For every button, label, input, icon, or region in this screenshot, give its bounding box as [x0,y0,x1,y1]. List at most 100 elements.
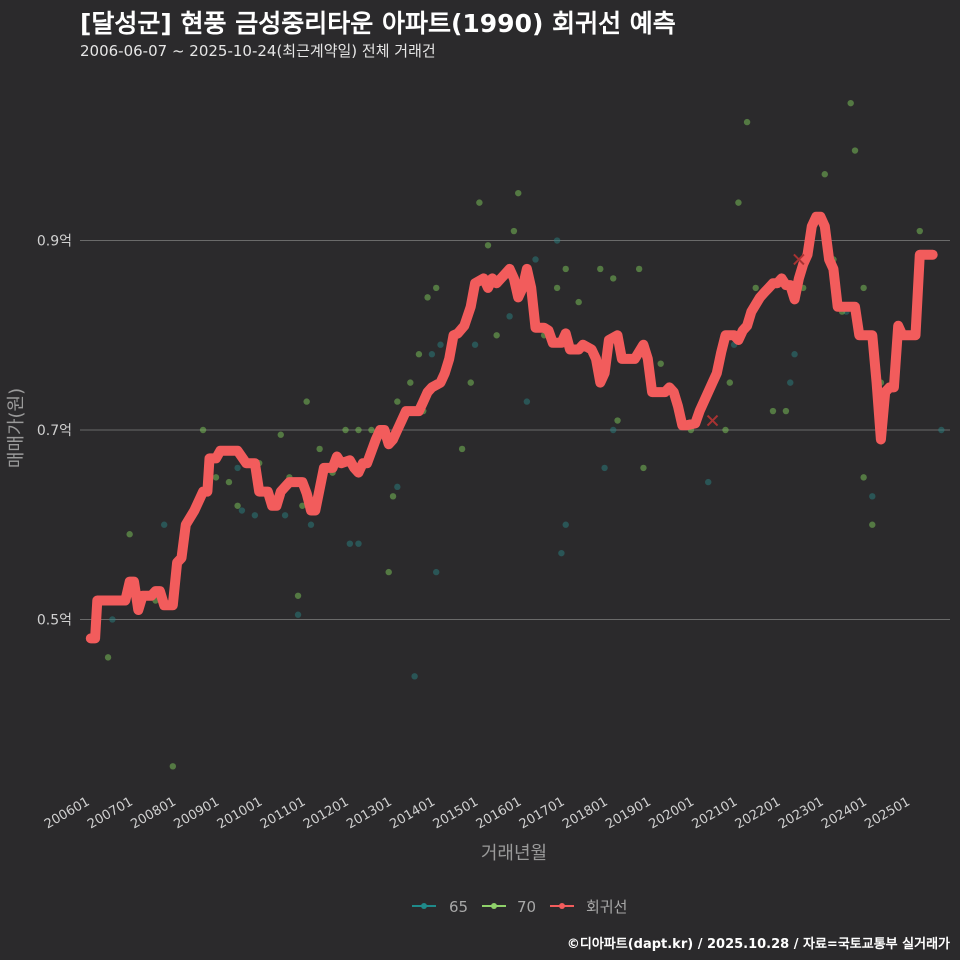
data-point-70 [851,147,859,154]
x-tick-labels: 2006012007012008012009012010012011012012… [42,794,913,832]
data-point-70 [212,474,220,481]
y-tick-label: 0.5억 [37,612,72,628]
data-point-70 [860,284,867,292]
x-tick-label: 200701 [85,794,135,832]
data-point-70 [657,360,664,367]
data-point-65 [238,507,246,514]
data-point-65 [787,379,794,386]
x-tick-label: 201201 [301,794,351,832]
data-point-65 [705,478,712,486]
data-point-70 [407,379,414,386]
x-tick-label: 201601 [474,794,524,832]
x-tick-label: 200601 [42,794,92,832]
regression-line [85,211,938,644]
data-point-70 [199,426,207,434]
data-point-65 [553,237,561,244]
y-tick-labels: 0.5억 0.7억 0.9억 [37,234,72,629]
x-tick-label: 202301 [776,794,826,832]
data-point-70 [355,426,362,434]
data-point-70 [860,474,867,481]
regression-line-path [85,211,938,644]
data-point-70 [769,407,777,415]
data-point-70 [752,284,759,292]
y-tick-label: 0.9억 [37,234,72,250]
chart-caption: ©디아파트(dapt.kr) / 2025.10.28 / 자료=국토교통부 실… [566,937,950,952]
data-point-70 [610,275,617,282]
data-point-70 [640,464,647,472]
x-tick-label: 200901 [172,794,222,832]
data-point-65 [411,673,418,680]
data-point-70 [722,426,729,434]
x-tick-label: 202401 [819,794,869,832]
outlier-markers [706,253,805,427]
data-point-65 [869,493,876,500]
data-point-70 [735,199,742,206]
data-point-65 [109,616,116,623]
x-tick-label: 202101 [690,794,740,832]
data-point-65 [294,611,302,618]
data-point-65 [251,512,259,519]
x-tick-label: 202001 [646,794,696,832]
x-tick-label: 201401 [387,794,437,832]
y-tick-label: 0.7억 [37,423,72,439]
x-tick-label: 201501 [431,794,481,832]
y-axis-label: 매매가(원) [6,388,27,468]
data-point-70 [342,426,349,434]
data-point-70 [743,118,751,126]
data-point-70 [515,189,522,197]
x-axis-label: 거래년월 [481,843,547,864]
data-point-70 [510,227,518,235]
data-point-65 [938,426,945,434]
data-point-65 [160,521,168,528]
data-point-65 [234,464,241,472]
x-tick-label: 201301 [344,794,394,832]
data-point-70 [389,493,397,500]
data-point-65 [355,540,362,547]
data-point-70 [424,294,431,301]
data-point-65 [791,351,798,358]
data-point-70 [316,445,323,453]
data-point-70 [104,654,112,661]
data-point-70 [277,431,284,438]
data-point-65 [601,464,608,472]
x-tick-label: 201101 [258,794,308,832]
data-point-65 [523,398,531,405]
data-point-65 [562,521,569,528]
data-point-70 [303,398,310,405]
data-point-70 [467,379,474,386]
data-point-70 [169,763,177,770]
legend: 65 70 회귀선 [412,898,627,916]
chart-subtitle: 2006-06-07 ~ 2025-10-24(최근계약일) 전체 거래건 [80,42,436,60]
outlier-marker [706,414,719,427]
data-point-65 [437,341,444,348]
legend-label: 70 [517,898,536,916]
data-point-70 [415,351,423,358]
data-point-70 [635,265,643,273]
data-point-70 [821,171,828,178]
data-point-70 [234,502,241,509]
data-point-70 [869,521,876,528]
data-point-70 [614,417,621,424]
scatter-points [104,99,945,770]
data-point-70 [553,284,561,292]
chart-title: [달성군] 현풍 금성중리타운 아파트(1990) 회귀선 예측 [80,9,676,38]
data-point-70 [476,199,483,206]
x-tick-label: 201901 [603,794,653,832]
data-point-65 [433,568,440,576]
data-point-65 [394,483,401,491]
data-point-70 [847,99,854,107]
data-point-70 [385,568,392,576]
x-tick-label: 201701 [517,794,567,832]
data-point-65 [610,426,617,434]
data-point-70 [916,227,923,235]
data-point-65 [471,341,479,348]
x-tick-label: 202201 [733,794,783,832]
x-tick-label: 200801 [128,794,178,832]
x-tick-label: 201001 [215,794,265,832]
legend-label: 65 [449,898,468,916]
data-point-70 [575,298,582,306]
data-point-70 [394,398,401,405]
legend-dot-70 [491,903,497,909]
data-point-70 [458,445,466,453]
